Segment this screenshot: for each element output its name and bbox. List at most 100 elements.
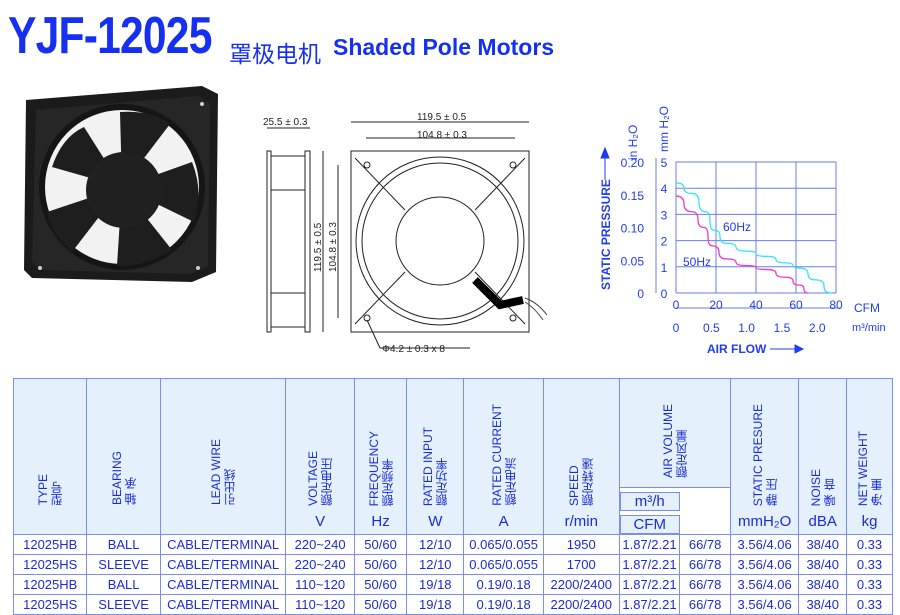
header-en: BEARING bbox=[109, 450, 124, 505]
unit-header: m³/h bbox=[619, 492, 680, 511]
unit-label bbox=[161, 512, 286, 530]
table-cell: 38/40 bbox=[798, 594, 847, 615]
table-cell: 0.33 bbox=[846, 594, 893, 615]
table-cell: 50/60 bbox=[353, 534, 408, 555]
outer-width-label: 119.5 ± 0.5 bbox=[417, 112, 467, 123]
x-axis-label: AIR FLOW bbox=[707, 342, 767, 356]
table-cell: 1.87/2.21 bbox=[618, 594, 681, 615]
arrow-right-icon bbox=[770, 344, 805, 354]
header-en: AIR VOLUME bbox=[660, 403, 675, 478]
table-cell: 0.19/0.18 bbox=[463, 594, 544, 615]
y-axis-label: STATIC PRESSURE bbox=[599, 179, 613, 290]
table-cell: BALL bbox=[86, 534, 161, 555]
y-tick-mm: 1 bbox=[661, 261, 668, 275]
header-cn: 轴 承 bbox=[123, 477, 138, 505]
unit-label bbox=[14, 512, 86, 530]
table-cell: 38/40 bbox=[798, 534, 847, 555]
unit-label: Hz bbox=[371, 513, 390, 530]
y-unit-in: in H₂O bbox=[626, 125, 640, 160]
header-en: STATIC PRESURE bbox=[750, 403, 765, 506]
table-cell: 3.56/4.06 bbox=[729, 554, 800, 575]
x-unit-m3min: m³/min bbox=[852, 322, 886, 334]
table-cell: 110~120 bbox=[285, 594, 355, 615]
table-cell: CABLE/TERMINAL bbox=[159, 534, 287, 555]
x-tick-m3min: 0 bbox=[673, 321, 680, 335]
dimension-drawing: 25.5 ± 0.3 119.5 ± 0.5 104.8 ± 0.3 119.5… bbox=[263, 112, 548, 355]
column-header: RATED CURRENT 额定电流 A bbox=[463, 378, 544, 535]
table-cell: 12025HB bbox=[12, 534, 88, 555]
x-tick-cfm: 20 bbox=[709, 298, 723, 312]
hole-height-label: 104.8 ± 0.3 bbox=[328, 222, 339, 272]
header-cn: 型号 bbox=[50, 481, 65, 505]
table-cell: 38/40 bbox=[798, 574, 847, 595]
column-header: STATIC PRESURE 静 压 mmH₂O bbox=[729, 378, 800, 535]
table-cell: 0.33 bbox=[846, 574, 893, 595]
hole-diameter-label: Φ4.2 ± 0.3 x 8 bbox=[382, 344, 445, 355]
table-cell: 1950 bbox=[542, 534, 620, 555]
subtitle-cn: 罩极电机 bbox=[229, 42, 321, 68]
y-tick-mm: 0 bbox=[661, 287, 668, 301]
column-header: SPEED 额定转速 r/min bbox=[542, 378, 620, 535]
unit-label: V bbox=[315, 513, 326, 530]
table-cell: 220~240 bbox=[285, 554, 355, 575]
unit-label: mmH₂O bbox=[737, 513, 792, 530]
x-tick-cfm: 40 bbox=[749, 298, 763, 312]
table-cell: 0.19/0.18 bbox=[463, 574, 544, 595]
x-tick-cfm: 0 bbox=[673, 298, 680, 312]
table-cell: 0.33 bbox=[846, 554, 893, 575]
table-cell: CABLE/TERMINAL bbox=[159, 594, 287, 615]
table-cell: SLEEVE bbox=[86, 594, 161, 615]
table-cell: 12025HS bbox=[12, 594, 88, 615]
y-tick-in: 0 bbox=[637, 287, 644, 301]
x-tick-m3min: 2.0 bbox=[809, 321, 826, 335]
table-cell: 50/60 bbox=[353, 574, 408, 595]
series-label-50hz: 50Hz bbox=[683, 255, 711, 269]
series-label-60hz: 60Hz bbox=[723, 220, 751, 234]
outer-height-label: 119.5 ± 0.5 bbox=[313, 222, 324, 272]
subtitle-en: Shaded Pole Motors bbox=[333, 34, 555, 60]
series-line-50Hz bbox=[675, 195, 809, 294]
x-tick-m3min: 1.0 bbox=[738, 321, 755, 335]
header-en: FREQUENCY bbox=[366, 430, 381, 506]
table-cell: 1.87/2.21 bbox=[618, 534, 681, 555]
column-header: BEARING 轴 承 bbox=[86, 378, 161, 535]
table-cell: 0.33 bbox=[846, 534, 893, 555]
column-header: VOLTAGE 额定电压 V bbox=[285, 378, 355, 535]
unit-label: A bbox=[498, 513, 509, 530]
y-tick-mm: 5 bbox=[661, 156, 668, 170]
table-cell: 12/10 bbox=[406, 554, 465, 575]
y-tick-in: 0.10 bbox=[621, 222, 645, 236]
header-cn: 额定频率 bbox=[380, 458, 395, 506]
table-cell: 66/78 bbox=[679, 574, 731, 595]
table-cell: 50/60 bbox=[353, 554, 408, 575]
header-en: RATED INPUT bbox=[421, 426, 436, 506]
table-cell: 3.56/4.06 bbox=[729, 534, 800, 555]
table-row: 12025HB BALL CABLE/TERMINAL 220~240 50/60 12/… bbox=[12, 534, 893, 555]
header-cn: 额定电压 bbox=[320, 458, 335, 506]
x-unit-cfm: CFM bbox=[854, 301, 880, 315]
side-width-label: 25.5 ± 0.3 bbox=[263, 117, 308, 128]
x-tick-cfm: 60 bbox=[789, 298, 803, 312]
y-tick-in: 0.20 bbox=[621, 156, 645, 170]
table-cell: 1.87/2.21 bbox=[618, 574, 681, 595]
column-header: TYPE 型号 bbox=[12, 378, 88, 535]
y-tick-in: 0.15 bbox=[621, 189, 645, 203]
table-cell: 0.065/0.055 bbox=[463, 554, 544, 575]
table-cell: 66/78 bbox=[679, 554, 731, 575]
table-cell: SLEEVE bbox=[86, 554, 161, 575]
table-cell: 12025HS bbox=[12, 554, 88, 575]
header-en: LEAD WIRE bbox=[209, 438, 224, 505]
series-line-60Hz bbox=[675, 182, 833, 294]
header-en: SPEED bbox=[567, 465, 582, 506]
table-cell: CABLE/TERMINAL bbox=[159, 574, 287, 595]
column-header: AIR VOLUME 额定风量 bbox=[618, 378, 731, 488]
performance-chart: 0 1 2 3 4 5 0 0.05 0.10 0.15 0.20 0 20 40 60 80 0 0.5 1.0 1… bbox=[599, 106, 886, 356]
header-cn: 引出线 bbox=[223, 469, 238, 505]
header-cn: 静 压 bbox=[764, 478, 779, 506]
fan-photo bbox=[24, 86, 218, 282]
y-tick-mm: 4 bbox=[661, 182, 668, 196]
y-tick-in: 0.05 bbox=[621, 254, 645, 268]
header-cn: 额定电流 bbox=[503, 458, 518, 506]
table-cell: CABLE/TERMINAL bbox=[159, 554, 287, 575]
header-cn: 净 重 bbox=[869, 478, 884, 506]
